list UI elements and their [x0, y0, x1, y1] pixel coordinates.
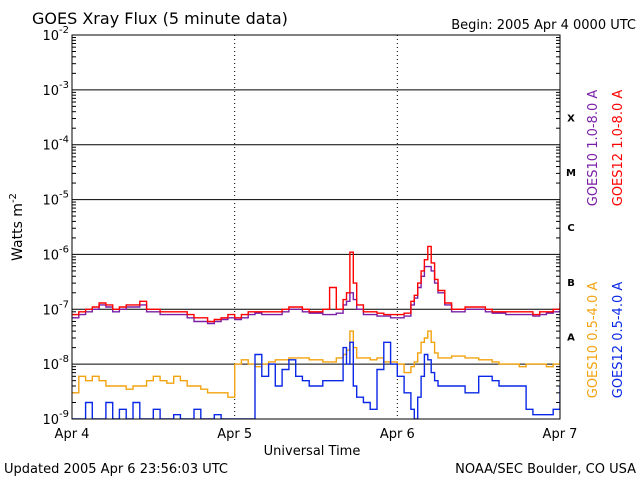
series-line-goes12-1-0-8-0-a: [72, 245, 560, 323]
legend-entry-goes10-1-0-8-0-a: GOES10 1.0-8.0 A: [586, 90, 601, 207]
flare-class-m-label: M: [566, 168, 576, 179]
begin-label: Begin: 2005 Apr 4 0000 UTC: [451, 18, 636, 33]
flare-class-b-label: B: [567, 278, 575, 289]
y-tick-label: 10-5: [42, 190, 69, 209]
legend-entry-goes10-0-5-4-0-a: GOES10 0.5-4.0 A: [586, 282, 601, 399]
chart-title: GOES Xray Flux (5 minute data): [32, 9, 288, 28]
y-tick-label: 10-7: [42, 299, 69, 318]
x-tick-label: Apr 5: [217, 427, 252, 442]
x-axis-tick-labels: Apr 4 Apr 5 Apr 6 Apr 7: [55, 427, 578, 442]
y-axis-label-text: Watts m: [10, 203, 26, 261]
series-line-goes10-1-0-8-0-a: [72, 265, 560, 325]
y-tick-label: 10-6: [42, 244, 69, 263]
flare-class-a-label: A: [567, 333, 575, 344]
y-axis-label: Watts m-2: [8, 193, 26, 261]
credit-label: NOAA/SEC Boulder, CO USA: [455, 462, 636, 477]
x-tick-label: Apr 7: [543, 427, 578, 442]
y-tick-label: 10-2: [42, 25, 69, 44]
y-tick-label: 10-4: [42, 135, 69, 154]
svg-text:Watts m-2: Watts m-2: [8, 193, 26, 261]
flare-class-labels: X M C B A: [566, 113, 576, 343]
legend: GOES10 1.0-8.0 A GOES12 1.0-8.0 A GOES10 0…: [586, 90, 626, 399]
series-line-goes10-0-5-4-0-a: [72, 330, 560, 398]
y-tick-label: 10-9: [42, 409, 69, 428]
series-line-goes12-0-5-4-0-a: [72, 341, 560, 419]
y-axis-label-exponent: -2: [8, 193, 19, 203]
x-tick-label: Apr 4: [55, 427, 90, 442]
grid-lines: [72, 35, 560, 419]
legend-entry-goes12-0-5-4-0-a: GOES12 0.5-4.0 A: [611, 282, 626, 399]
plot-frame: [71, 34, 561, 420]
series-layer: [72, 245, 560, 419]
x-axis-label: Universal Time: [264, 444, 361, 459]
y-tick-label: 10-3: [42, 80, 69, 99]
updated-label: Updated 2005 Apr 6 23:56:03 UTC: [4, 462, 228, 477]
flare-class-c-label: C: [567, 223, 574, 234]
legend-entry-goes12-1-0-8-0-a: GOES12 1.0-8.0 A: [611, 90, 626, 207]
y-tick-label: 10-8: [42, 354, 69, 373]
flare-class-x-label: X: [567, 113, 575, 124]
x-tick-label: Apr 6: [380, 427, 415, 442]
y-axis-tick-labels: 10-2 10-3 10-4 10-5 10-6 10-7 10-8 10-9: [42, 25, 69, 428]
